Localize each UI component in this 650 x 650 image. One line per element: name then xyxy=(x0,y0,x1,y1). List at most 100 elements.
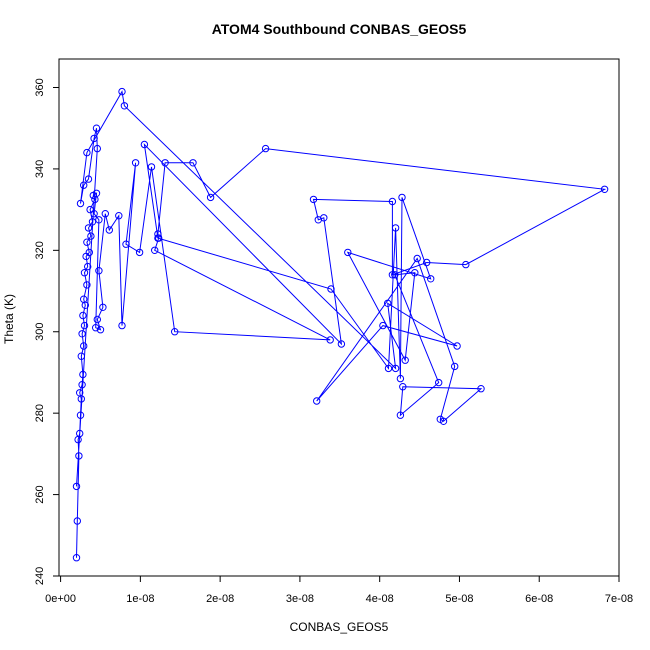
data-point xyxy=(84,262,92,271)
data-point xyxy=(384,364,393,373)
data-point xyxy=(379,321,387,330)
y-tick-label: 280 xyxy=(34,404,46,422)
data-point xyxy=(435,378,443,387)
data-point xyxy=(151,246,159,255)
data-point xyxy=(83,281,91,289)
y-axis-title: Theta (K) xyxy=(2,294,16,344)
data-point xyxy=(327,285,335,293)
y-tick-label: 260 xyxy=(34,485,46,503)
data-point xyxy=(122,240,130,248)
data-point xyxy=(261,144,270,153)
data-point xyxy=(391,364,400,373)
data-point xyxy=(436,415,444,423)
y-tick-label: 320 xyxy=(34,241,46,259)
data-point xyxy=(79,311,87,320)
data-point xyxy=(83,238,91,246)
data-point xyxy=(600,185,609,194)
data-point xyxy=(79,370,87,379)
data-point xyxy=(154,230,162,238)
data-point xyxy=(388,271,397,279)
x-tick-label: 6e-08 xyxy=(525,593,553,605)
data-point xyxy=(96,326,105,334)
data-point xyxy=(120,102,129,110)
data-point xyxy=(135,248,144,257)
data-point xyxy=(93,315,102,324)
x-tick-label: 2e-08 xyxy=(206,593,234,605)
data-point xyxy=(115,212,123,220)
y-axis: 240 260 280 300 320 340 360 xyxy=(34,78,60,585)
data-point xyxy=(73,517,82,525)
data-point xyxy=(86,205,94,214)
data-point xyxy=(309,195,318,204)
data-point xyxy=(326,336,334,344)
data-point xyxy=(401,356,409,364)
data-point xyxy=(154,234,162,242)
data-point xyxy=(140,140,149,149)
data-point xyxy=(388,197,397,206)
data-point xyxy=(427,275,435,283)
data-point xyxy=(77,352,86,360)
data-point xyxy=(72,482,81,491)
data-point xyxy=(171,328,179,336)
x-tick-label: 1e-08 xyxy=(126,593,154,605)
data-point xyxy=(84,224,93,232)
data-point xyxy=(320,214,328,222)
data-point xyxy=(189,159,197,167)
x-tick-label: 3e-08 xyxy=(286,593,314,605)
data-point xyxy=(451,362,459,371)
data-point xyxy=(206,193,215,202)
data-point xyxy=(90,210,98,218)
data-point xyxy=(75,452,83,460)
data-point xyxy=(80,181,88,189)
data-point xyxy=(92,324,100,332)
data-point xyxy=(161,159,169,167)
data-point xyxy=(101,210,110,218)
x-tick-label: 0e+00 xyxy=(45,593,76,605)
data-point xyxy=(80,321,89,330)
data-point xyxy=(76,199,85,208)
y-tick-label: 360 xyxy=(34,78,46,96)
data-point xyxy=(337,340,346,348)
data-point xyxy=(80,295,88,303)
data-point xyxy=(88,218,97,226)
x-tick-label: 5e-08 xyxy=(445,593,473,605)
data-point xyxy=(384,299,392,307)
data-point xyxy=(99,303,107,311)
data-point xyxy=(90,134,98,143)
data-point xyxy=(76,389,84,397)
x-tick-label: 7e-08 xyxy=(605,593,633,605)
data-point xyxy=(92,189,101,198)
data-point xyxy=(391,224,400,232)
data-point xyxy=(453,342,461,350)
y-tick-label: 240 xyxy=(34,567,46,585)
data-point xyxy=(477,385,485,393)
x-axis: 0e+00 1e-08 2e-08 3e-08 4e-08 5e-08 6e-08 7e-08 xyxy=(45,575,633,605)
data-point xyxy=(313,397,321,405)
data-point xyxy=(76,429,84,438)
data-point xyxy=(95,216,103,224)
data-point xyxy=(398,193,406,202)
data-point xyxy=(80,269,89,277)
data-point xyxy=(423,258,431,267)
data-point xyxy=(396,411,405,419)
data-point xyxy=(399,383,407,391)
data-point xyxy=(84,175,93,183)
data-point xyxy=(118,87,126,96)
series-layer xyxy=(72,87,609,562)
data-point xyxy=(80,342,88,350)
x-axis-title: CONBAS_GEOS5 xyxy=(290,620,389,634)
data-point xyxy=(92,124,101,132)
data-point xyxy=(87,232,95,240)
data-point xyxy=(78,381,86,389)
data-point xyxy=(85,248,94,257)
data-point xyxy=(391,271,399,279)
data-point xyxy=(83,148,91,157)
data-point xyxy=(147,163,156,171)
data-point xyxy=(344,248,352,257)
data-point xyxy=(76,411,85,419)
data-point xyxy=(72,554,81,562)
y-tick-label: 300 xyxy=(34,323,46,341)
chart-title: ATOM4 Southbound CONBAS_GEOS5 xyxy=(212,21,467,37)
data-point xyxy=(131,159,140,167)
